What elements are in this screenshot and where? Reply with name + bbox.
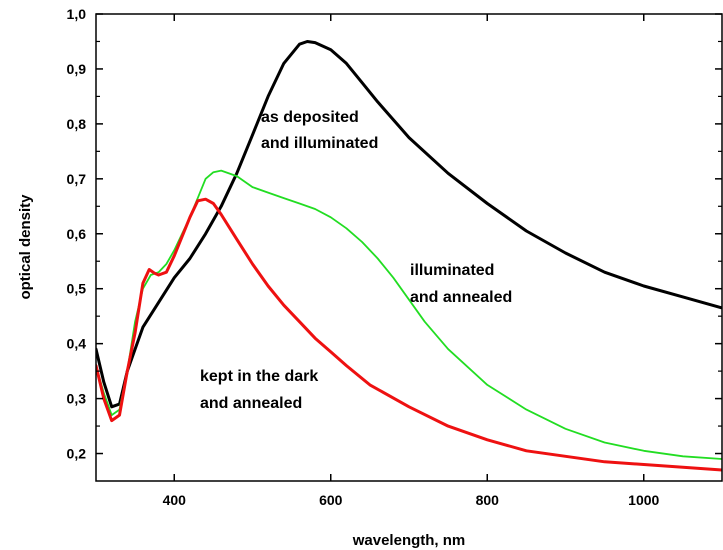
x-tick-label: 400 (163, 492, 187, 508)
annotation-illuminated-annealed: illuminated and annealed (410, 262, 512, 306)
series-layer (96, 40, 722, 472)
y-tick-label: 0,8 (67, 116, 87, 132)
x-axis-title: wavelength, nm (352, 532, 466, 549)
y-axis-title: optical density (17, 194, 34, 300)
ticks-layer (96, 13, 722, 481)
x-tick-label: 1000 (628, 492, 659, 508)
x-tick-label: 800 (476, 492, 500, 508)
plot-frame (95, 13, 723, 482)
annotation-kept-dark: kept in the dark and annealed (200, 368, 323, 412)
y-tick-label: 0,4 (67, 336, 87, 352)
y-tick-label: 0,5 (67, 281, 87, 297)
tick-labels-layer: 400 600 800 1000 0,2 0,3 0,4 0,5 0,6 0,7 0,8 0,9 1,0 (67, 6, 660, 508)
x-tick-label: 600 (319, 492, 343, 508)
y-tick-label: 0,6 (67, 226, 87, 242)
series-line-0 (96, 40, 722, 409)
y-tick-label: 1,0 (67, 6, 87, 22)
y-tick-label: 0,7 (67, 171, 87, 187)
y-tick-label: 0,9 (67, 61, 87, 77)
y-tick-label: 0,2 (67, 446, 87, 462)
annotation-as-deposited: as deposited and illuminated (261, 109, 378, 152)
y-tick-label: 0,3 (67, 391, 87, 407)
series-line-2 (96, 197, 722, 472)
